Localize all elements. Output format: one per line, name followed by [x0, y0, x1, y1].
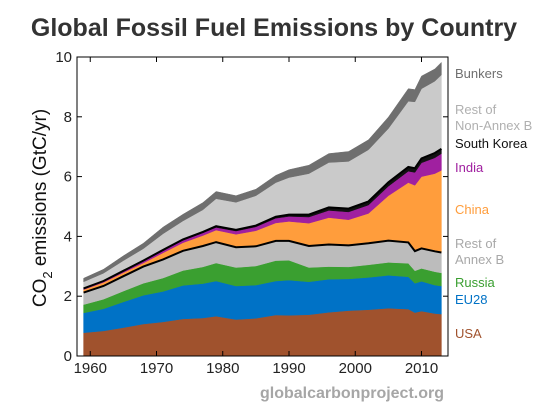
plot-frame [76, 56, 449, 357]
y-tick-label: 4 [64, 228, 72, 245]
y-axis-label: CO2 emissions (GtC/yr) [30, 109, 55, 307]
y-tick-label: 6 [64, 169, 72, 186]
south-korea-boundary-line [83, 147, 442, 290]
legend-label-russia: Russia [455, 275, 496, 290]
x-tick-label: 1960 [74, 360, 107, 377]
legend: USA EU28 Russia Rest of Annex B China India Sou… [455, 66, 532, 341]
y-tick-label: 8 [64, 109, 72, 126]
x-tick-label: 2010 [405, 360, 438, 377]
x-tick-label: 1980 [206, 360, 239, 377]
x-tick-label: 1970 [140, 360, 173, 377]
annex-b-boundary-line [83, 239, 442, 294]
y-tick-label: 0 [64, 348, 72, 365]
y-axis-label-text: CO2 emissions (GtC/yr) [30, 109, 55, 307]
legend-label-bunkers: Bunkers [455, 66, 503, 81]
y-tick-label: 2 [64, 288, 72, 305]
plot-area: 1960 1970 1980 1990 2000 2010 0 2 4 6 8 10 [55, 49, 449, 377]
area-bunkers [83, 61, 442, 283]
legend-label-rest-of-annex-b: Rest of Annex B [455, 236, 504, 267]
legend-label-south-korea: South Korea [455, 136, 528, 151]
legend-label-eu28: EU28 [455, 292, 488, 307]
chart-title: Global Fossil Fuel Emissions by Country [31, 14, 517, 42]
x-tick-label: 2000 [339, 360, 372, 377]
legend-label-rest-of-non-annex-b: Rest of Non-Annex B [455, 102, 532, 133]
legend-label-china: China [455, 202, 490, 217]
legend-label-usa: USA [455, 326, 482, 341]
x-tick-label: 1990 [272, 360, 305, 377]
source-credit: globalcarbonproject.org [260, 385, 444, 402]
y-tick-label: 10 [55, 49, 72, 66]
legend-label-india: India [455, 160, 484, 175]
